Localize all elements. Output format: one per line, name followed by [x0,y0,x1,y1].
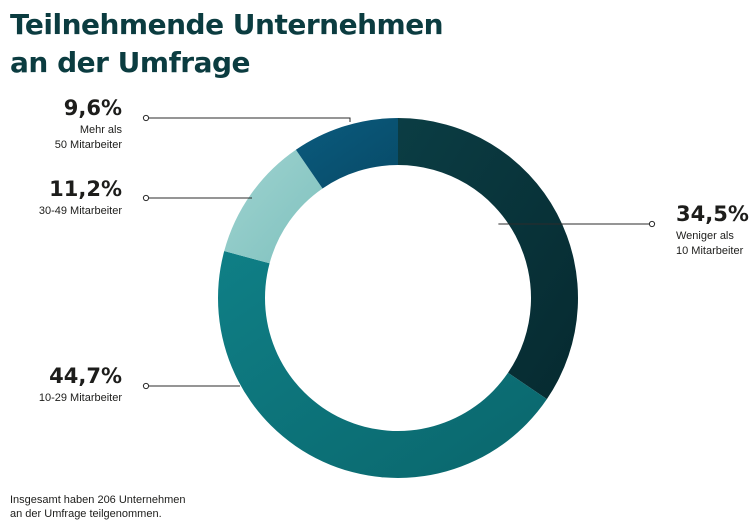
leader-dot-3 [142,194,150,202]
page-title: Teilnehmende Unternehmen an der Umfrage [10,6,444,82]
footnote-line-2: an der Umfrage teilgenommen. [10,508,162,520]
slice-category-label-4: Mehr als [80,124,123,136]
page-title-line-1: Teilnehmende Unternehmen [10,8,444,41]
slice-category-label-1: 10 Mitarbeiter [676,245,744,257]
leader-dot-1 [648,220,656,228]
donut-slices [217,118,579,479]
slice-value-label-2: 44,7% [49,364,122,388]
donut-slice-4 [295,118,398,189]
donut-slice-1 [398,118,579,400]
donut-slice-2 [217,251,547,479]
page-title-line-2: an der Umfrage [10,46,251,79]
leader-dot-4 [142,114,150,122]
slice-category-label-1: Weniger als [676,230,734,242]
footnote-line-1: Insgesamt haben 206 Unternehmen [10,494,186,506]
slice-value-label-3: 11,2% [49,177,122,201]
slice-value-label-4: 9,6% [64,96,122,120]
slice-value-label-1: 34,5% [676,202,749,226]
leader-dot-2 [142,382,150,390]
leader-line-4 [146,117,351,122]
slice-category-label-3: 30-49 Mitarbeiter [39,205,122,217]
slice-category-label-2: 10-29 Mitarbeiter [39,392,122,404]
slice-category-label-4: 50 Mitarbeiter [55,139,123,151]
footnote: Insgesamt haben 206 Unternehmen an der U… [10,493,186,521]
donut-slice-3 [224,149,323,264]
slice-labels: 34,5% Weniger als 10 Mitarbeiter 44,7% 10-29… [39,96,749,404]
